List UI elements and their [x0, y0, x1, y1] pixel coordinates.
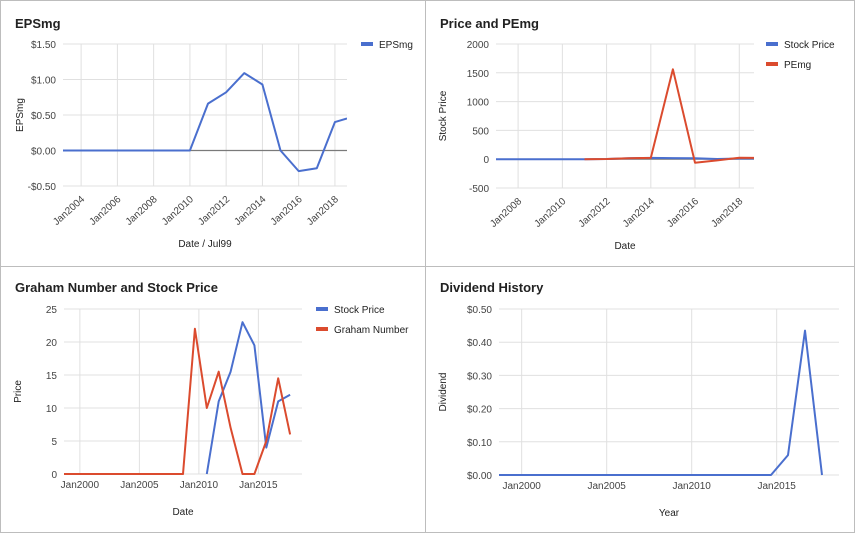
x-axis-label: Date / Jul99	[178, 239, 232, 250]
y-tick-label: $0.00	[467, 471, 492, 482]
y-tick-label: $1.00	[31, 76, 56, 87]
x-tick-label: Jan2010	[532, 196, 568, 230]
y-tick-label: 20	[46, 338, 58, 349]
legend-label: PEmg	[784, 60, 811, 71]
x-tick-label: Jan2018	[709, 196, 745, 230]
y-tick-label: $0.50	[467, 305, 492, 316]
x-tick-label: Jan2010	[673, 481, 712, 492]
x-tick-label: Jan2018	[305, 194, 341, 228]
y-tick-label: $0.40	[467, 338, 492, 349]
x-axis-label: Date	[172, 507, 194, 518]
y-tick-label: 10	[46, 404, 58, 415]
y-axis-label: EPSmg	[15, 98, 26, 132]
dividend-chart: Dividend History $0.50 $0.40 $0.30 $0.20 $0.1…	[438, 280, 839, 519]
y-tick-label: 0	[483, 155, 489, 166]
x-tick-label: Jan2008	[488, 196, 524, 230]
x-tick-label: Jan2005	[588, 481, 627, 492]
x-tick-label: Jan2004	[51, 194, 87, 228]
graham-number-line	[64, 327, 292, 475]
legend-label: EPSmg	[379, 40, 413, 51]
y-axis-label: Dividend	[438, 373, 449, 412]
y-tick-label: -$0.50	[28, 182, 57, 193]
x-tick-label: Jan2016	[665, 196, 701, 230]
y-axis-label: Stock Price	[438, 90, 449, 141]
x-axis-label: Date	[614, 241, 636, 252]
chart-title: Price and PEmg	[440, 16, 539, 31]
y-tick-label: $0.50	[31, 111, 56, 122]
x-tick-label: Jan2012	[577, 196, 613, 230]
y-tick-label: 15	[46, 371, 58, 382]
y-tick-label: $1.50	[31, 40, 56, 51]
chart-title: EPSmg	[15, 16, 61, 31]
epsmg-line	[63, 72, 347, 173]
x-tick-label: Jan2006	[88, 194, 124, 228]
x-tick-label: Jan2015	[757, 481, 796, 492]
x-tick-label: Jan2005	[120, 480, 159, 491]
x-tick-label: Jan2014	[621, 196, 657, 230]
chart-title: Dividend History	[440, 280, 544, 295]
graham-chart: Graham Number and Stock Price2520151050J…	[13, 280, 409, 518]
y-tick-label: 1500	[467, 69, 490, 80]
y-tick-label: 5	[51, 437, 57, 448]
series-line	[499, 329, 823, 476]
x-tick-label: Jan2000	[61, 480, 100, 491]
x-tick-label: Jan2010	[180, 480, 219, 491]
y-tick-label: $0.00	[31, 147, 56, 158]
x-tick-label: Jan2012	[196, 194, 232, 228]
x-tick-label: Jan2010	[160, 194, 196, 228]
chart-title: Graham Number and Stock Price	[15, 280, 218, 295]
x-tick-label: Jan2008	[124, 194, 160, 228]
legend-label: Graham Number	[334, 325, 409, 336]
y-tick-label: $0.30	[467, 371, 492, 382]
legend-label: Stock Price	[784, 40, 835, 51]
y-tick-label: 0	[51, 470, 57, 481]
x-tick-label: Jan2000	[502, 481, 541, 492]
legend-label: Stock Price	[334, 305, 385, 316]
y-tick-label: -500	[469, 184, 489, 195]
x-tick-label: Jan2016	[269, 194, 305, 228]
y-axis-label: Price	[13, 380, 24, 403]
x-tick-label: Jan2015	[239, 480, 278, 491]
stock-price-line	[205, 321, 291, 475]
y-tick-label: 25	[46, 305, 58, 316]
y-tick-label: $0.20	[467, 405, 492, 416]
price-pe-chart-panel: Price and PEmg 2000 1500 1000 500 0 -500 Jan200…	[425, 0, 855, 267]
pemg-line	[584, 68, 754, 164]
x-tick-label: Jan2014	[233, 194, 269, 228]
price-pe-chart: Price and PEmg 2000 1500 1000 500 0 -500Jan200…	[438, 16, 835, 252]
graham-chart-panel: Graham Number and Stock Price 25 20 15 10 5 0 J…	[0, 266, 426, 533]
y-tick-label: 1000	[467, 98, 490, 109]
y-tick-label: $0.10	[467, 438, 492, 449]
y-tick-label: 500	[472, 126, 489, 137]
y-tick-label: 2000	[467, 40, 490, 51]
dividend-chart-panel: Dividend History $0.50 $0.40 $0.30 $0.20 $0.1…	[425, 266, 855, 533]
eps-chart-panel: EPSmg $1.50 $1.00 $0.50 $0.00 -$0.50 Jan2004 Ja…	[0, 0, 426, 267]
x-axis-label: Year	[659, 508, 680, 519]
